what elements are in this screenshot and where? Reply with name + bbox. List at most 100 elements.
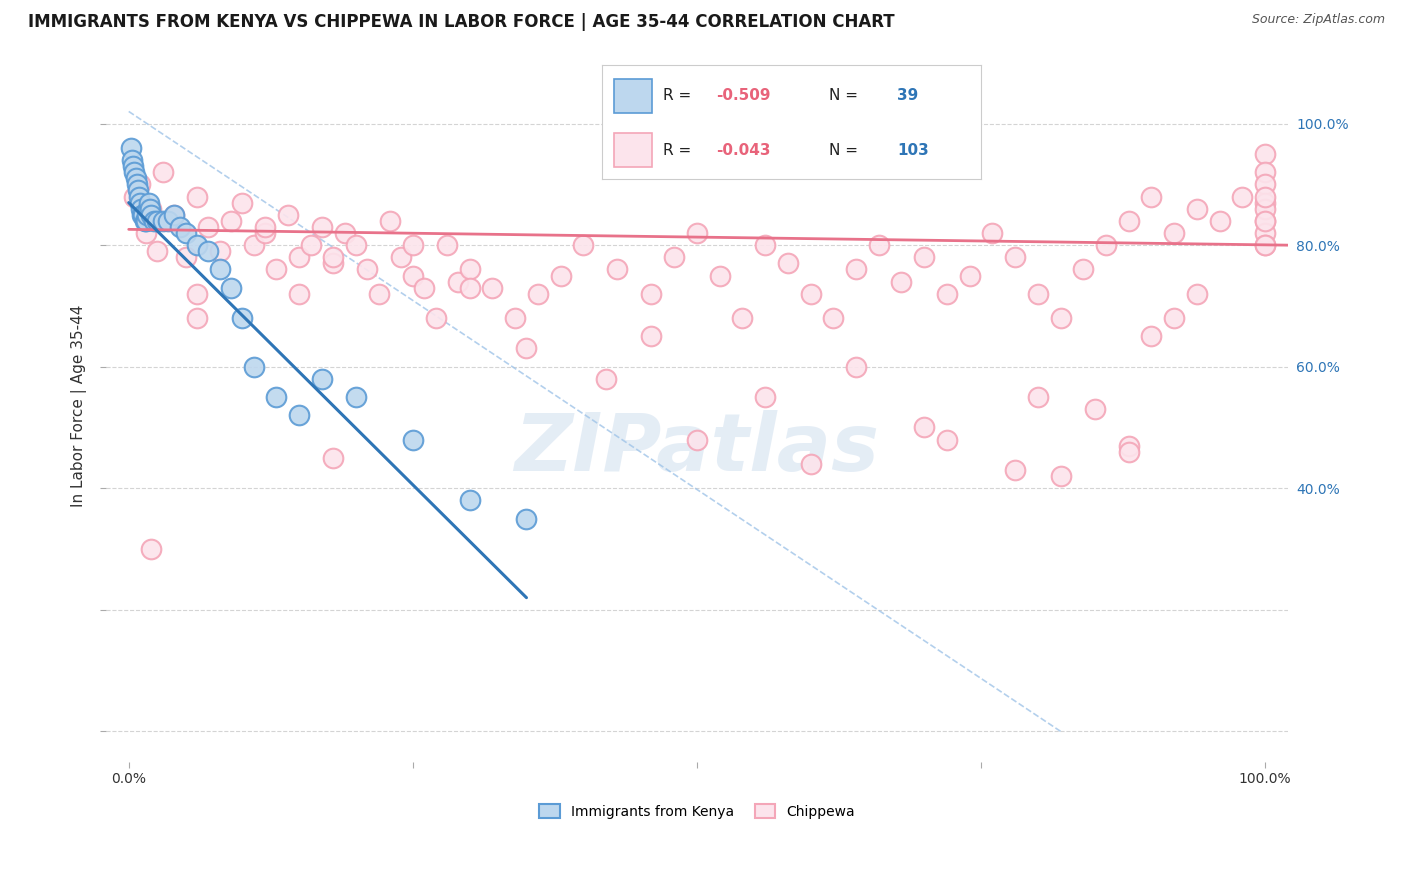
- Point: [135, 208, 157, 222]
- Point: [640, 329, 662, 343]
- Point: [356, 262, 378, 277]
- Text: Source: ZipAtlas.com: Source: ZipAtlas.com: [1251, 13, 1385, 27]
- Point: [935, 433, 957, 447]
- Point: [311, 219, 333, 234]
- Point: [266, 390, 288, 404]
- Point: [503, 311, 526, 326]
- Point: [1084, 402, 1107, 417]
- Point: [1254, 202, 1277, 216]
- Point: [686, 226, 709, 240]
- Point: [152, 214, 174, 228]
- Point: [163, 208, 186, 222]
- Point: [1232, 189, 1254, 203]
- Point: [1026, 390, 1049, 404]
- Point: [121, 153, 143, 167]
- Point: [1254, 195, 1277, 210]
- Point: [186, 189, 208, 203]
- Legend: Immigrants from Kenya, Chippewa: Immigrants from Kenya, Chippewa: [531, 797, 862, 826]
- Point: [322, 256, 344, 270]
- Point: [157, 214, 180, 228]
- Point: [1254, 238, 1277, 252]
- Point: [754, 238, 776, 252]
- Point: [606, 262, 628, 277]
- Point: [1163, 311, 1185, 326]
- Point: [402, 433, 425, 447]
- Point: [912, 420, 935, 434]
- Point: [322, 250, 344, 264]
- Point: [1254, 189, 1277, 203]
- Point: [981, 226, 1004, 240]
- Point: [344, 238, 367, 252]
- Point: [122, 159, 145, 173]
- Point: [124, 171, 146, 186]
- Point: [1118, 444, 1140, 458]
- Point: [1185, 202, 1208, 216]
- Point: [141, 542, 163, 557]
- Point: [1140, 189, 1163, 203]
- Point: [128, 189, 150, 203]
- Y-axis label: In Labor Force | Age 35-44: In Labor Force | Age 35-44: [72, 305, 87, 508]
- Point: [163, 208, 186, 222]
- Point: [935, 286, 957, 301]
- Point: [139, 202, 162, 216]
- Text: ZIPatlas: ZIPatlas: [515, 409, 879, 488]
- Point: [425, 311, 447, 326]
- Point: [266, 262, 288, 277]
- Point: [436, 238, 458, 252]
- Point: [124, 165, 146, 179]
- Point: [845, 359, 868, 374]
- Point: [186, 311, 208, 326]
- Point: [1004, 250, 1026, 264]
- Point: [1254, 238, 1277, 252]
- Point: [138, 195, 160, 210]
- Text: IMMIGRANTS FROM KENYA VS CHIPPEWA IN LABOR FORCE | AGE 35-44 CORRELATION CHART: IMMIGRANTS FROM KENYA VS CHIPPEWA IN LAB…: [28, 13, 894, 31]
- Point: [174, 226, 197, 240]
- Point: [136, 202, 159, 216]
- Point: [1185, 286, 1208, 301]
- Point: [413, 281, 436, 295]
- Point: [754, 390, 776, 404]
- Point: [142, 214, 165, 228]
- Point: [515, 342, 537, 356]
- Point: [1004, 463, 1026, 477]
- Point: [141, 202, 163, 216]
- Point: [959, 268, 981, 283]
- Point: [299, 238, 322, 252]
- Point: [776, 256, 799, 270]
- Point: [146, 214, 169, 228]
- Point: [311, 372, 333, 386]
- Point: [132, 208, 155, 222]
- Point: [129, 195, 152, 210]
- Point: [402, 268, 425, 283]
- Point: [447, 275, 470, 289]
- Point: [129, 202, 152, 216]
- Point: [1071, 262, 1094, 277]
- Point: [800, 286, 823, 301]
- Point: [1026, 286, 1049, 301]
- Point: [912, 250, 935, 264]
- Point: [640, 286, 662, 301]
- Point: [197, 219, 219, 234]
- Point: [391, 250, 413, 264]
- Point: [254, 226, 277, 240]
- Point: [527, 286, 550, 301]
- Point: [242, 359, 264, 374]
- Point: [134, 214, 156, 228]
- Point: [378, 214, 401, 228]
- Point: [125, 178, 148, 192]
- Point: [288, 409, 311, 423]
- Point: [572, 238, 595, 252]
- Point: [595, 372, 617, 386]
- Point: [208, 244, 231, 259]
- Point: [1254, 147, 1277, 161]
- Point: [1254, 226, 1277, 240]
- Point: [1049, 469, 1071, 483]
- Point: [135, 226, 157, 240]
- Point: [169, 219, 191, 234]
- Point: [288, 250, 311, 264]
- Point: [458, 281, 481, 295]
- Point: [823, 311, 845, 326]
- Point: [402, 238, 425, 252]
- Point: [664, 250, 686, 264]
- Point: [333, 226, 356, 240]
